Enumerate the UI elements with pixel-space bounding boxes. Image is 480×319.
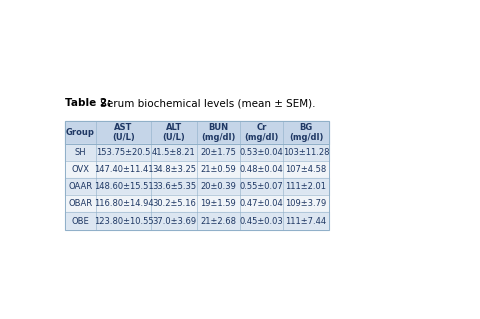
Text: 20±1.75: 20±1.75 — [201, 148, 236, 157]
Text: Table 2:: Table 2: — [65, 99, 111, 108]
Text: 21±2.68: 21±2.68 — [201, 217, 236, 226]
Text: 147.40±11.41: 147.40±11.41 — [94, 165, 153, 174]
Text: 20±0.39: 20±0.39 — [201, 182, 236, 191]
Text: 111±7.44: 111±7.44 — [286, 217, 326, 226]
Bar — [65, 195, 329, 212]
Text: 111±2.01: 111±2.01 — [286, 182, 326, 191]
Text: 0.48±0.04: 0.48±0.04 — [240, 165, 284, 174]
Text: 0.45±0.03: 0.45±0.03 — [240, 217, 284, 226]
Text: 19±1.59: 19±1.59 — [201, 199, 236, 208]
Text: Group: Group — [66, 128, 95, 137]
Text: BG
(mg/dl): BG (mg/dl) — [289, 123, 323, 142]
Text: 0.47±0.04: 0.47±0.04 — [240, 199, 284, 208]
Text: OVX: OVX — [72, 165, 89, 174]
Text: 33.6±5.35: 33.6±5.35 — [152, 182, 196, 191]
Text: Cr
(mg/dl): Cr (mg/dl) — [244, 123, 279, 142]
Text: 21±0.59: 21±0.59 — [201, 165, 236, 174]
Text: 0.55±0.07: 0.55±0.07 — [240, 182, 284, 191]
Text: OAAR: OAAR — [68, 182, 93, 191]
Bar — [65, 178, 329, 195]
Text: 107±4.58: 107±4.58 — [286, 165, 326, 174]
Bar — [65, 212, 329, 230]
Text: 116.80±14.94: 116.80±14.94 — [94, 199, 154, 208]
Text: 109±3.79: 109±3.79 — [286, 199, 326, 208]
Bar — [65, 161, 329, 178]
Text: OBE: OBE — [72, 217, 89, 226]
Text: 37.0±3.69: 37.0±3.69 — [152, 217, 196, 226]
Text: SH: SH — [74, 148, 86, 157]
Text: 0.53±0.04: 0.53±0.04 — [240, 148, 284, 157]
Text: 103±11.28: 103±11.28 — [283, 148, 329, 157]
Bar — [65, 144, 329, 161]
Bar — [65, 121, 329, 144]
Text: Serum biochemical levels (mean ± SEM).: Serum biochemical levels (mean ± SEM). — [97, 99, 316, 108]
Text: 123.80±10.55: 123.80±10.55 — [94, 217, 154, 226]
Text: BUN
(mg/dl): BUN (mg/dl) — [201, 123, 236, 142]
Text: 153.75±20.5: 153.75±20.5 — [96, 148, 151, 157]
Text: 34.8±3.25: 34.8±3.25 — [152, 165, 196, 174]
Text: AST
(U/L): AST (U/L) — [112, 123, 135, 142]
Bar — [65, 121, 329, 230]
Text: OBAR: OBAR — [68, 199, 93, 208]
Text: 148.60±15.51: 148.60±15.51 — [94, 182, 154, 191]
Text: ALT
(U/L): ALT (U/L) — [163, 123, 185, 142]
Text: 41.5±8.21: 41.5±8.21 — [152, 148, 196, 157]
Text: 30.2±5.16: 30.2±5.16 — [152, 199, 196, 208]
